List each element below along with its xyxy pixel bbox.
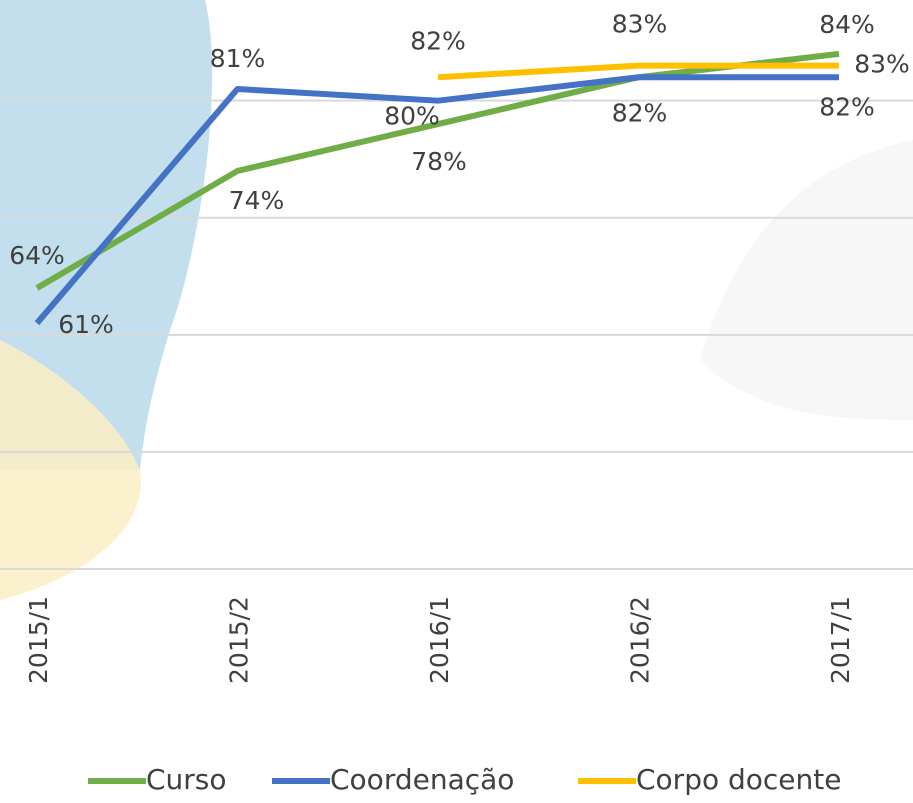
legend-text: Coordenação <box>330 763 514 796</box>
legend-text: Corpo docente <box>636 763 841 796</box>
data-label: 82% <box>819 92 875 121</box>
data-label: 84% <box>819 10 875 39</box>
x-tick-label: 2015/1 <box>24 596 53 684</box>
x-tick-label: 2015/2 <box>225 596 254 684</box>
data-label: 64% <box>9 241 65 270</box>
data-label: 82% <box>612 98 668 127</box>
data-label: 74% <box>229 186 285 215</box>
legend: Curso Coordenação Corpo docente <box>88 763 841 796</box>
legend-text: Curso <box>146 763 227 796</box>
data-label: 61% <box>58 310 114 339</box>
data-label: 80% <box>384 102 440 131</box>
data-label: 82% <box>410 26 466 55</box>
data-label: 78% <box>411 147 467 176</box>
chart: Curso Coordenação Corpo docente 2015/1 2015… <box>0 0 913 803</box>
data-label: 83% <box>854 50 910 79</box>
x-tick-label: 2016/1 <box>425 596 454 684</box>
x-tick-label: 2017/1 <box>826 596 855 684</box>
background-decoration <box>0 0 913 600</box>
data-label: 81% <box>210 44 266 73</box>
data-label: 83% <box>612 10 668 39</box>
x-tick-label: 2016/2 <box>626 596 655 684</box>
